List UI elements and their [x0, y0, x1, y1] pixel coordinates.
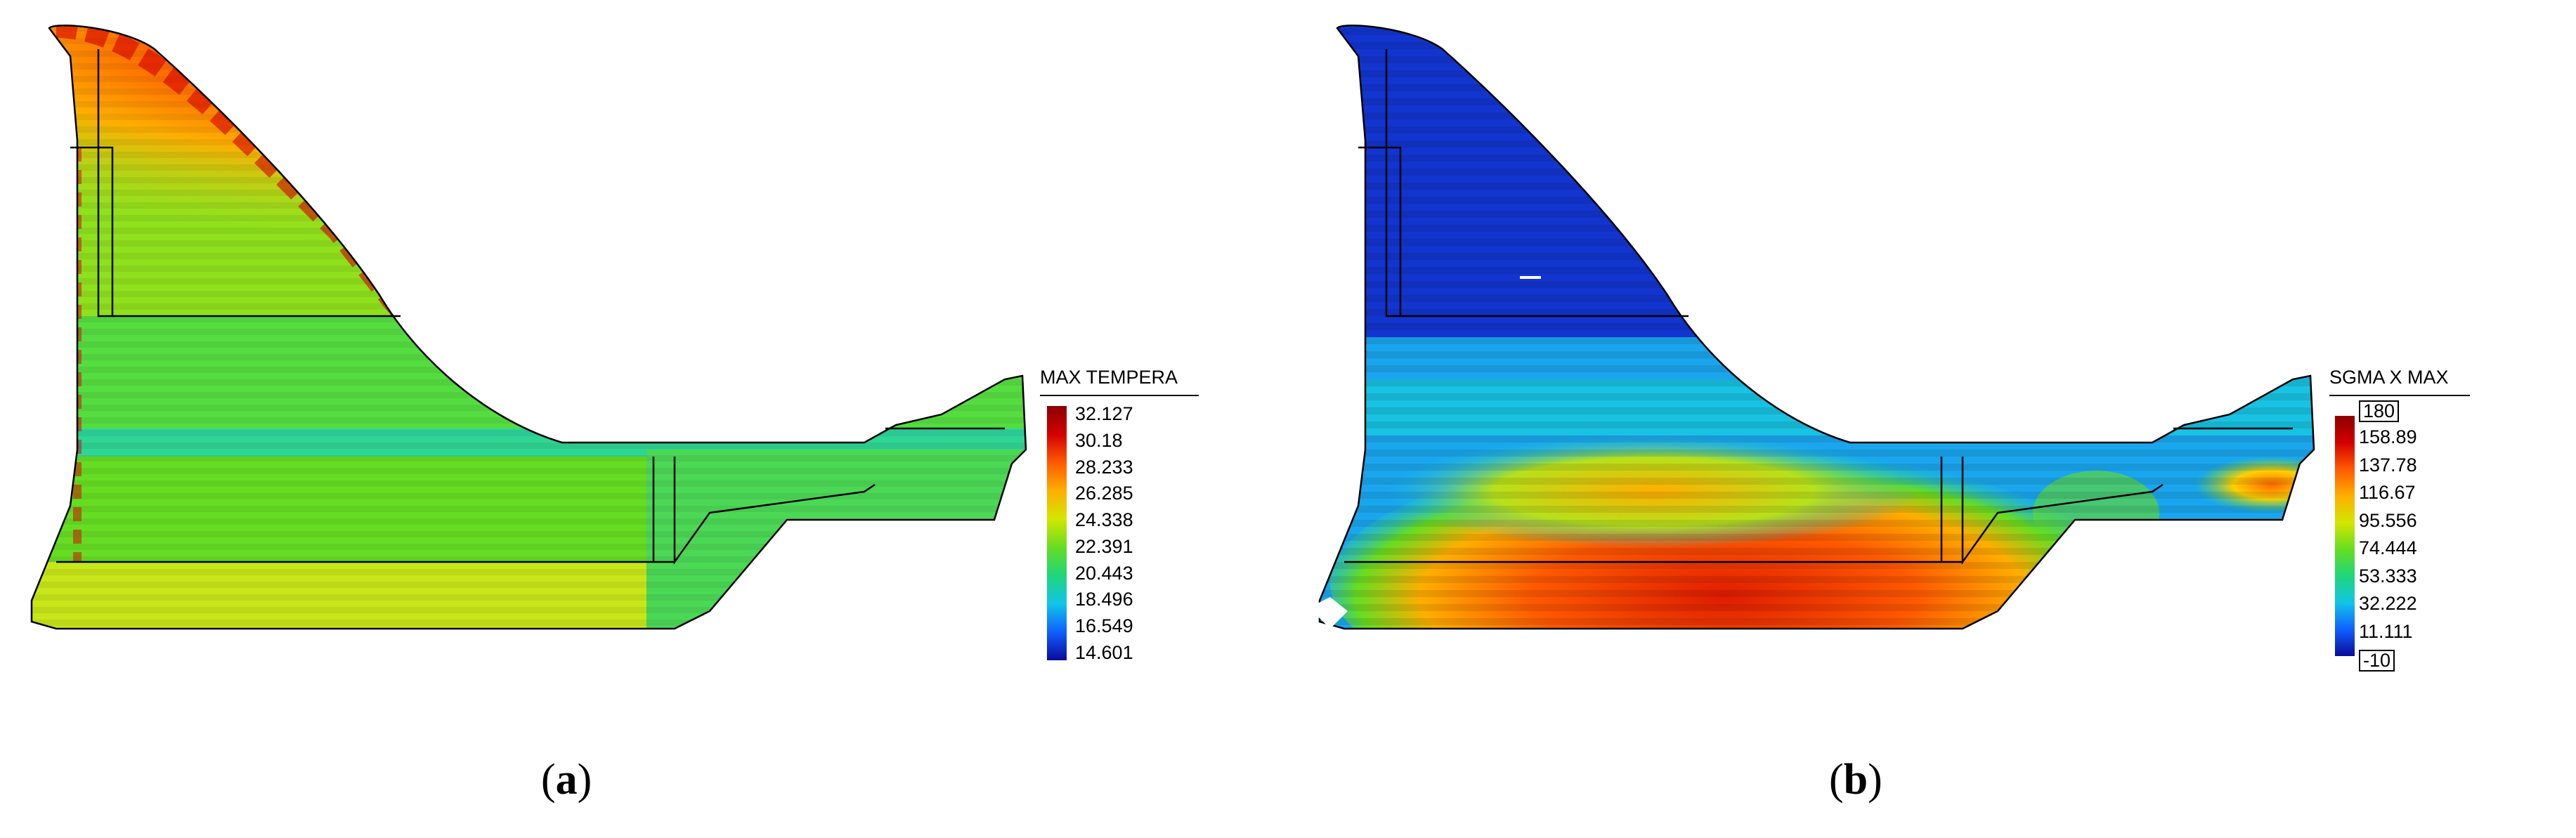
legend-tick-label: 20.443	[1075, 562, 1133, 584]
legend-tick-label: 30.18	[1075, 429, 1123, 451]
legend-tick-label: 22.391	[1075, 535, 1133, 557]
temperature-contour-plot	[30, 25, 1027, 630]
legend-title-underline	[2329, 395, 2470, 396]
legend-tick-label: 32.222	[2359, 593, 2417, 615]
panel-a: MAX TEMPERA 32.127 30.18 28.233 26.285 24.33…	[30, 25, 1216, 804]
panel-b: SGMA X MAX 180 158.89 137.78 116.67 95.556 74…	[1288, 0, 2576, 838]
legend-tick-label: 180	[2359, 400, 2400, 422]
legend-tick-label: 95.556	[2359, 509, 2417, 531]
legend-tick-label: 11.111	[2359, 620, 2413, 642]
legend-tick-label: 28.233	[1075, 456, 1133, 478]
panel-b-caption: (b)	[1829, 756, 1882, 804]
legend-tick-label: 137.78	[2359, 454, 2417, 476]
legend-tick-label: 18.496	[1075, 589, 1133, 610]
legend-tick-label: 53.333	[2359, 565, 2417, 587]
legend-tick-label: 14.601	[1075, 642, 1133, 663]
panel-a-caption: (a)	[541, 756, 592, 804]
legend-tick-label: 24.338	[1075, 509, 1133, 531]
legend-tick-label: 32.127	[1075, 403, 1133, 424]
legend-title: SGMA X MAX	[2329, 367, 2449, 388]
legend-tick-label: 116.67	[2359, 482, 2416, 504]
color-scale-bar	[2335, 416, 2355, 656]
legend-title: MAX TEMPERA	[1040, 367, 1178, 388]
legend-tick-label: 158.89	[2359, 426, 2417, 448]
legend-tick-label: 26.285	[1075, 483, 1133, 504]
legend-tick-label: -10	[2359, 650, 2395, 672]
color-scale-labels: 32.127 30.18 28.233 26.285 24.338 22.391 20.44…	[1075, 405, 1216, 664]
color-scale-labels: 180 158.89 137.78 116.67 95.556 74.444 53.333 3…	[2359, 400, 2499, 672]
legend-title-underline	[1040, 395, 1199, 396]
color-scale-bar	[1047, 406, 1067, 660]
stress-outline	[1318, 25, 2315, 630]
legend-tick-label: 16.549	[1075, 615, 1133, 637]
temperature-outline	[30, 25, 1027, 630]
stress-contour-plot	[1309, 25, 2315, 630]
legend-tick-label: 74.444	[2359, 537, 2417, 559]
stress-void-marker	[1309, 597, 1348, 629]
